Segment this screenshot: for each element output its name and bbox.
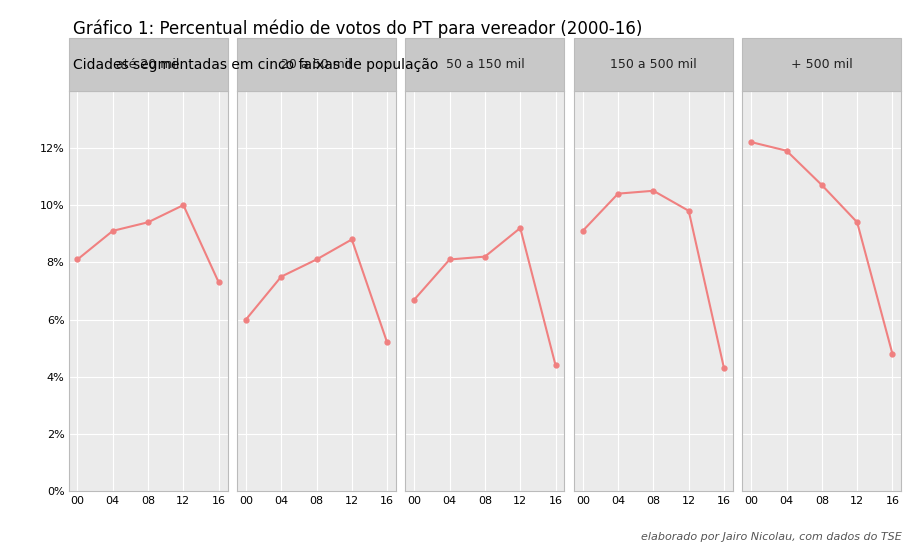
Text: Gráfico 1: Percentual médio de votos do PT para vereador (2000-16): Gráfico 1: Percentual médio de votos do … xyxy=(73,19,642,38)
FancyBboxPatch shape xyxy=(574,38,733,91)
Text: até 20 mil: até 20 mil xyxy=(116,58,179,71)
Text: 150 a 500 mil: 150 a 500 mil xyxy=(610,58,696,71)
FancyBboxPatch shape xyxy=(69,38,228,91)
FancyBboxPatch shape xyxy=(742,38,901,91)
FancyBboxPatch shape xyxy=(237,38,396,91)
Text: 50 a 150 mil: 50 a 150 mil xyxy=(446,58,524,71)
Text: + 500 mil: + 500 mil xyxy=(791,58,853,71)
FancyBboxPatch shape xyxy=(405,38,565,91)
Text: Cidades segmentadas em cinco faixas de população: Cidades segmentadas em cinco faixas de p… xyxy=(73,58,438,72)
Text: elaborado por Jairo Nicolau, com dados do TSE: elaborado por Jairo Nicolau, com dados d… xyxy=(640,533,901,542)
Text: 20 a 50 mil: 20 a 50 mil xyxy=(281,58,352,71)
